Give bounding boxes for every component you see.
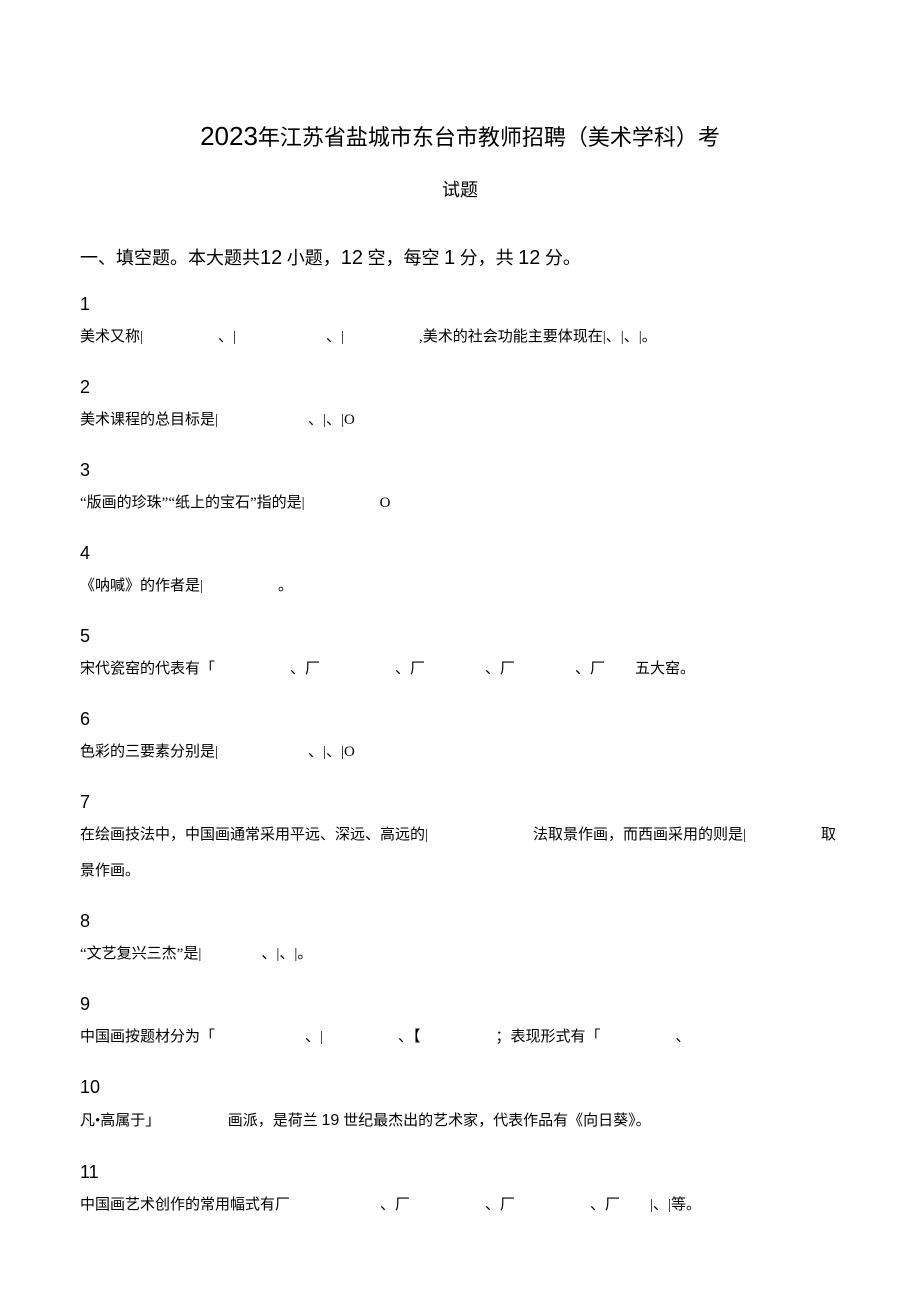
question-text: 美术课程的总目标是| 、|、|O xyxy=(80,402,840,438)
question: 10 凡•高属于」 画派，是荷兰 19 世纪最杰出的艺术家，代表作品有《向日葵》。 xyxy=(80,1077,840,1140)
question-text: “版画的珍珠”“纸上的宝石”指的是| O xyxy=(80,485,840,521)
title-year: 2023 xyxy=(200,121,258,151)
section-score1: 1 xyxy=(444,247,455,269)
question: 11 中国画艺术创作的常用幅式有厂 、厂 、厂 、厂 |、|等。 xyxy=(80,1162,840,1223)
question-text: 美术又称| 、| 、| ,美术的社会功能主要体现在|、|、|。 xyxy=(80,319,840,355)
question: 2 美术课程的总目标是| 、|、|O xyxy=(80,377,840,438)
question-text: “文艺复兴三杰”是| 、|、|。 xyxy=(80,936,840,972)
section-mid1: 小题， xyxy=(282,248,341,268)
question: 4 《呐喊》的作者是| 。 xyxy=(80,543,840,604)
questions-container: 1 美术又称| 、| 、| ,美术的社会功能主要体现在|、|、|。 2 美术课程的总目… xyxy=(80,294,840,1223)
question-number: 1 xyxy=(80,294,840,315)
question-text: 在绘画技法中，中国画通常采用平远、深远、高远的| 法取景作画，而西画采用的则是|… xyxy=(80,817,840,889)
section-mid3: 分，共 xyxy=(455,248,518,268)
question-number: 9 xyxy=(80,994,840,1015)
question-number: 3 xyxy=(80,460,840,481)
question-number: 2 xyxy=(80,377,840,398)
section-header: 一、填空题。本大题共12 小题，12 空，每空 1 分，共 12 分。 xyxy=(80,238,840,278)
question: 9 中国画按题材分为「 、| 、【 ；表现形式有「 、 xyxy=(80,994,840,1055)
question: 3 “版画的珍珠”“纸上的宝石”指的是| O xyxy=(80,460,840,521)
question-text: 宋代瓷窑的代表有「 、厂 、厂 、厂 、厂 五大窑。 xyxy=(80,651,840,687)
question-number: 4 xyxy=(80,543,840,564)
question-text: 《呐喊》的作者是| 。 xyxy=(80,568,840,604)
question-number: 10 xyxy=(80,1077,840,1098)
section-count2: 12 xyxy=(341,247,363,269)
section-score2: 12 xyxy=(518,247,540,269)
document-title-line1: 2023年江苏省盐城市东台市教师招聘（美术学科）考 xyxy=(80,120,840,152)
question-text: 色彩的三要素分别是| 、|、|O xyxy=(80,734,840,770)
question: 8 “文艺复兴三杰”是| 、|、|。 xyxy=(80,911,840,972)
question-number: 7 xyxy=(80,792,840,813)
section-prefix: 一、填空题。本大题共 xyxy=(80,248,260,268)
question-number: 6 xyxy=(80,709,840,730)
question-text: 中国画艺术创作的常用幅式有厂 、厂 、厂 、厂 |、|等。 xyxy=(80,1187,840,1223)
question-number: 8 xyxy=(80,911,840,932)
question-text: 中国画按题材分为「 、| 、【 ；表现形式有「 、 xyxy=(80,1019,840,1055)
title-text-1: 年江苏省盐城市东台市教师招聘（美术学科）考 xyxy=(258,125,720,150)
section-mid2: 空，每空 xyxy=(363,248,444,268)
document-title-line2: 试题 xyxy=(80,176,840,202)
section-suffix: 分。 xyxy=(540,248,581,268)
question: 1 美术又称| 、| 、| ,美术的社会功能主要体现在|、|、|。 xyxy=(80,294,840,355)
question: 6 色彩的三要素分别是| 、|、|O xyxy=(80,709,840,770)
question-number: 11 xyxy=(80,1162,840,1183)
question-number: 5 xyxy=(80,626,840,647)
question: 7 在绘画技法中，中国画通常采用平远、深远、高远的| 法取景作画，而西画采用的则是… xyxy=(80,792,840,889)
section-count1: 12 xyxy=(260,247,282,269)
question-text: 凡•高属于」 画派，是荷兰 19 世纪最杰出的艺术家，代表作品有《向日葵》。 xyxy=(80,1102,840,1140)
question: 5 宋代瓷窑的代表有「 、厂 、厂 、厂 、厂 五大窑。 xyxy=(80,626,840,687)
